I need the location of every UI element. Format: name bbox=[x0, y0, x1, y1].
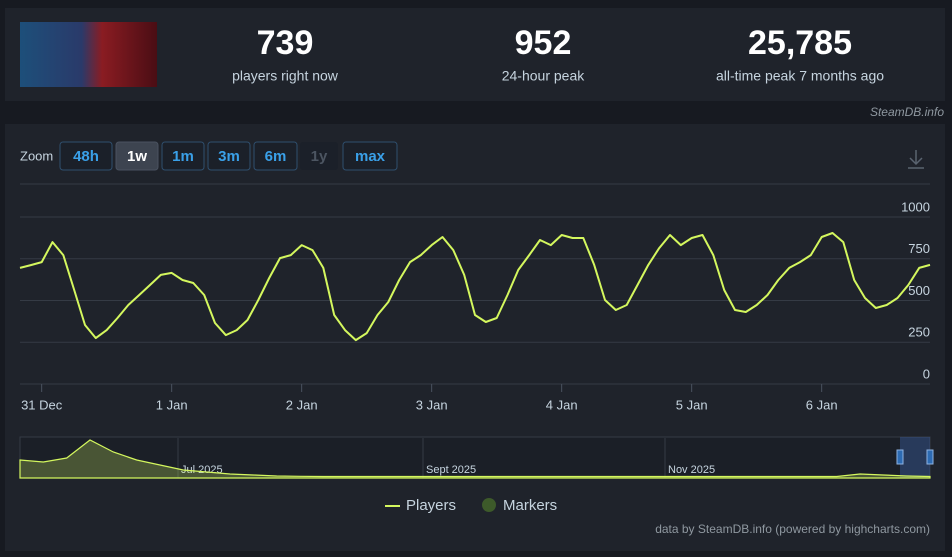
zoom-button[interactable] bbox=[161, 141, 205, 171]
stat-label: 24-hour peak bbox=[502, 68, 586, 84]
navigator-area bbox=[19, 439, 931, 479]
download-icon[interactable] bbox=[908, 150, 924, 169]
stat-label: all-time peak 7 months ago bbox=[716, 68, 884, 84]
legend-swatch[interactable] bbox=[482, 498, 496, 512]
x-tick-label: 3 Jan bbox=[416, 397, 448, 412]
stat-value: 25,785 bbox=[748, 24, 852, 62]
stat-value: 952 bbox=[515, 24, 572, 62]
navigator-label: Sept 2025 bbox=[426, 464, 476, 476]
zoom-button-label[interactable]: 3m bbox=[218, 148, 240, 165]
zoom-label: Zoom bbox=[20, 148, 53, 163]
x-tick-label: 1 Jan bbox=[156, 397, 188, 412]
zoom-button[interactable] bbox=[115, 141, 159, 171]
y-tick-label: 1000 bbox=[901, 199, 930, 214]
chart-panel bbox=[5, 124, 945, 551]
navigator-selection[interactable] bbox=[900, 437, 930, 478]
series-line bbox=[19, 232, 931, 342]
zoom-button-label[interactable]: 1w bbox=[127, 148, 147, 165]
zoom-button-label[interactable]: max bbox=[355, 148, 386, 165]
zoom-button[interactable] bbox=[342, 141, 398, 171]
x-tick-label: 5 Jan bbox=[676, 397, 708, 412]
zoom-button[interactable] bbox=[207, 141, 251, 171]
zoom-button-label[interactable]: 48h bbox=[73, 148, 99, 165]
y-tick-label: 750 bbox=[908, 241, 930, 256]
y-tick-label: 500 bbox=[908, 283, 930, 298]
game-thumbnail bbox=[20, 22, 157, 87]
stat-label: players right now bbox=[232, 68, 339, 84]
zoom-button-label[interactable]: 6m bbox=[265, 148, 287, 165]
navigator-handle[interactable] bbox=[926, 449, 934, 465]
download-arrow bbox=[909, 157, 923, 166]
y-tick-label: 250 bbox=[908, 325, 930, 340]
zoom-button-label[interactable]: 1m bbox=[172, 148, 194, 165]
legend-label[interactable]: Markers bbox=[503, 497, 557, 514]
stat-value: 739 bbox=[257, 24, 314, 62]
stats-panel bbox=[5, 8, 945, 101]
navigator-label: Nov 2025 bbox=[668, 464, 715, 476]
x-tick-label: 4 Jan bbox=[546, 397, 578, 412]
y-tick-label: 0 bbox=[923, 366, 930, 381]
x-tick-label: 6 Jan bbox=[806, 397, 838, 412]
x-tick-label: 31 Dec bbox=[21, 397, 63, 412]
source: SteamDB.info bbox=[870, 105, 944, 119]
legend-label[interactable]: Players bbox=[406, 497, 456, 514]
navigator-handle[interactable] bbox=[896, 449, 904, 465]
x-tick-label: 2 Jan bbox=[286, 397, 318, 412]
zoom-button[interactable] bbox=[253, 141, 298, 171]
zoom-button bbox=[300, 142, 338, 170]
credits: data by SteamDB.info (powered by highcha… bbox=[655, 522, 930, 536]
zoom-button-label: 1y bbox=[311, 148, 328, 165]
zoom-button[interactable] bbox=[59, 141, 113, 171]
